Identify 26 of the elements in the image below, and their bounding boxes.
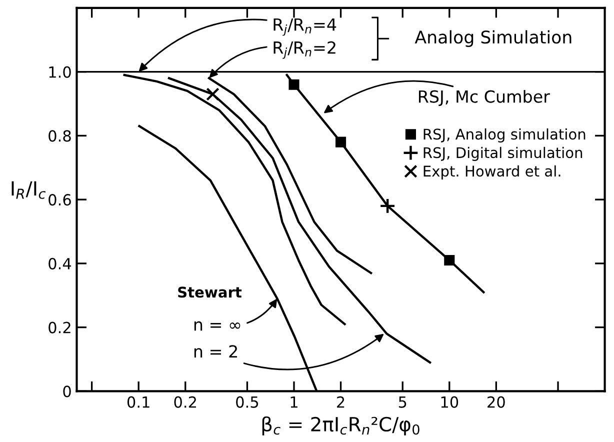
- annotation: Analog Simulation: [414, 30, 572, 48]
- y-tick-label: 0.6: [48, 194, 71, 206]
- y-tick-label: 0: [63, 386, 71, 398]
- x-tick-label: 0.1: [127, 396, 150, 408]
- y-tick-label: 0.2: [48, 322, 70, 334]
- annotation: RSJ, Mc Cumber: [418, 90, 550, 106]
- y-tick-label: 1.0: [49, 66, 71, 78]
- x-tick-label: 10: [441, 396, 458, 408]
- x-axis-title: β$_{c}$ = 2πI$_{c}$R$_{n}$²C/φ$_{0}$: [262, 416, 420, 436]
- annotation: Stewart: [178, 286, 242, 298]
- annotation: n = 2: [194, 345, 237, 358]
- y-tick-label: 0.4: [48, 258, 72, 270]
- annotation: R$_{j}$/R$_{n}$=4: [274, 18, 336, 36]
- legend-label: RSJ, Digital simulation: [424, 146, 582, 161]
- x-tick-label: 2: [337, 396, 344, 408]
- x-tick-label: 5: [398, 396, 406, 408]
- x-tick-label: 20: [488, 396, 505, 408]
- annotation: n = ∞: [194, 321, 240, 331]
- x-tick-label: 0.5: [236, 396, 258, 408]
- y-tick-label: 0.8: [48, 130, 71, 142]
- legend-label: RSJ, Analog simulation: [424, 128, 586, 142]
- x-tick-label: 0.2: [174, 396, 196, 408]
- annotation: R$_{j}$/R$_{n}$=2: [274, 41, 336, 59]
- x-tick-label: 1: [290, 396, 298, 408]
- legend-label: Expt. Howard et al.: [424, 165, 560, 180]
- y-axis-title: I$_{R}$/I$_{c}$: [12, 181, 46, 199]
